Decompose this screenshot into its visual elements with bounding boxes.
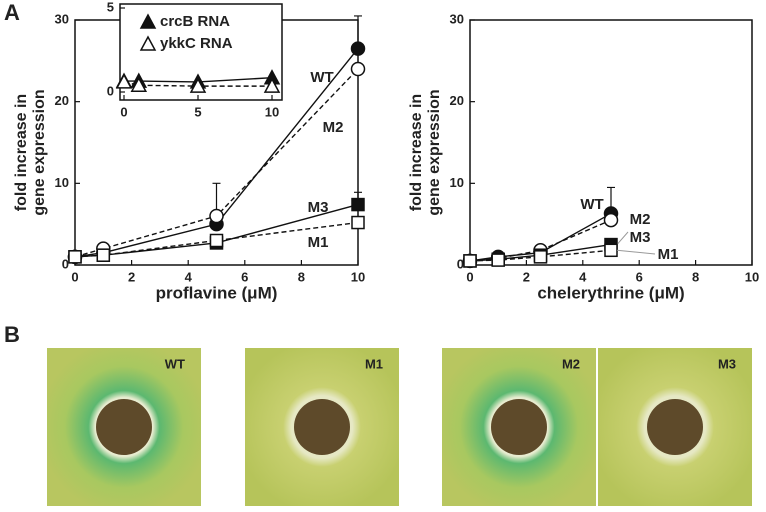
x-tick-label: 4 [579,269,587,284]
x-tick-label: 0 [466,269,473,284]
y-tick-label: 20 [450,93,464,108]
inset-chart: 0 5 10 0 5 crcB RNA ykkC RNA [107,0,283,119]
plate: M2 [442,348,596,506]
x-tick-label: 0 [120,104,127,119]
y-axis-label: fold increase in [408,94,425,211]
marker [533,250,548,264]
chart: 0 2 4 6 8 10 0 10 20 30 chelerythrine (μM) fold inc… [408,11,759,302]
plate: M3 [598,348,752,506]
disk [96,399,152,455]
marker [603,212,619,228]
y-tick-label: 10 [450,175,464,190]
disk [294,399,350,455]
series-label: M1 [658,246,679,263]
series-line [469,249,612,262]
x-tick-label: 10 [351,269,365,284]
x-tick-label: 8 [298,269,305,284]
plate-label: M1 [365,356,383,371]
legend-label: ykkC RNA [160,35,233,52]
series-line [123,81,272,87]
series-label: M2 [630,211,651,228]
y-tick-label: 30 [55,11,69,26]
leader-line [616,249,656,255]
marker [96,248,111,262]
series-line [469,219,612,262]
marker [350,61,366,77]
y-tick-label: 0 [457,256,464,271]
x-axis-label: chelerythrine (μM) [537,283,684,302]
series-label: M2 [323,119,344,136]
x-tick-label: 0 [71,269,78,284]
y-tick-label: 10 [55,175,69,190]
y-axis-label: gene expression [426,89,443,215]
plate: WT [47,348,201,506]
series-line [74,48,359,258]
x-tick-label: 6 [636,269,643,284]
marker [130,76,148,93]
plate-label: M2 [562,356,580,371]
x-tick-label: 8 [692,269,699,284]
disk [647,399,703,455]
axes-frame [469,19,753,266]
marker [350,41,366,56]
leader-line [616,231,629,245]
marker [115,73,133,89]
plate-label: WT [165,356,185,371]
marker [604,243,618,258]
marker [463,254,477,268]
marker [209,233,224,248]
series-line [74,68,359,258]
series-label: M3 [630,229,651,246]
y-axis-label: fold increase in [13,94,30,211]
x-tick-label: 5 [194,104,201,119]
marker [209,208,224,224]
series-label: M3 [308,199,329,216]
x-axis-label: proflavine (μM) [156,283,278,302]
panel-label: A [4,0,20,25]
marker [351,197,365,212]
series-line [74,203,359,258]
x-tick-label: 10 [745,269,759,284]
plate: M1 [245,348,399,506]
legend-marker [139,13,157,29]
legend-label: crcB RNA [160,13,230,30]
series-label: M1 [308,234,329,251]
x-tick-label: 2 [128,269,135,284]
panel-label: B [4,322,20,347]
y-tick-label: 5 [107,0,114,14]
series-label: WT [580,196,603,213]
legend-marker [139,35,157,51]
y-tick-label: 0 [62,256,69,271]
series-label: WT [310,69,333,86]
y-axis-label: gene expression [31,89,48,215]
plate-label: M3 [718,356,736,371]
marker [351,215,365,230]
y-tick-label: 0 [107,83,114,98]
y-tick-label: 30 [450,11,464,26]
marker [189,77,207,93]
series-line [124,77,273,83]
marker [263,77,281,93]
x-tick-label: 10 [265,104,279,119]
marker [68,250,82,264]
x-tick-label: 2 [523,269,530,284]
x-tick-label: 4 [185,269,193,284]
marker [491,253,505,267]
x-tick-label: 6 [241,269,248,284]
y-tick-label: 20 [55,93,69,108]
series-line [469,243,612,262]
disk [491,399,547,455]
